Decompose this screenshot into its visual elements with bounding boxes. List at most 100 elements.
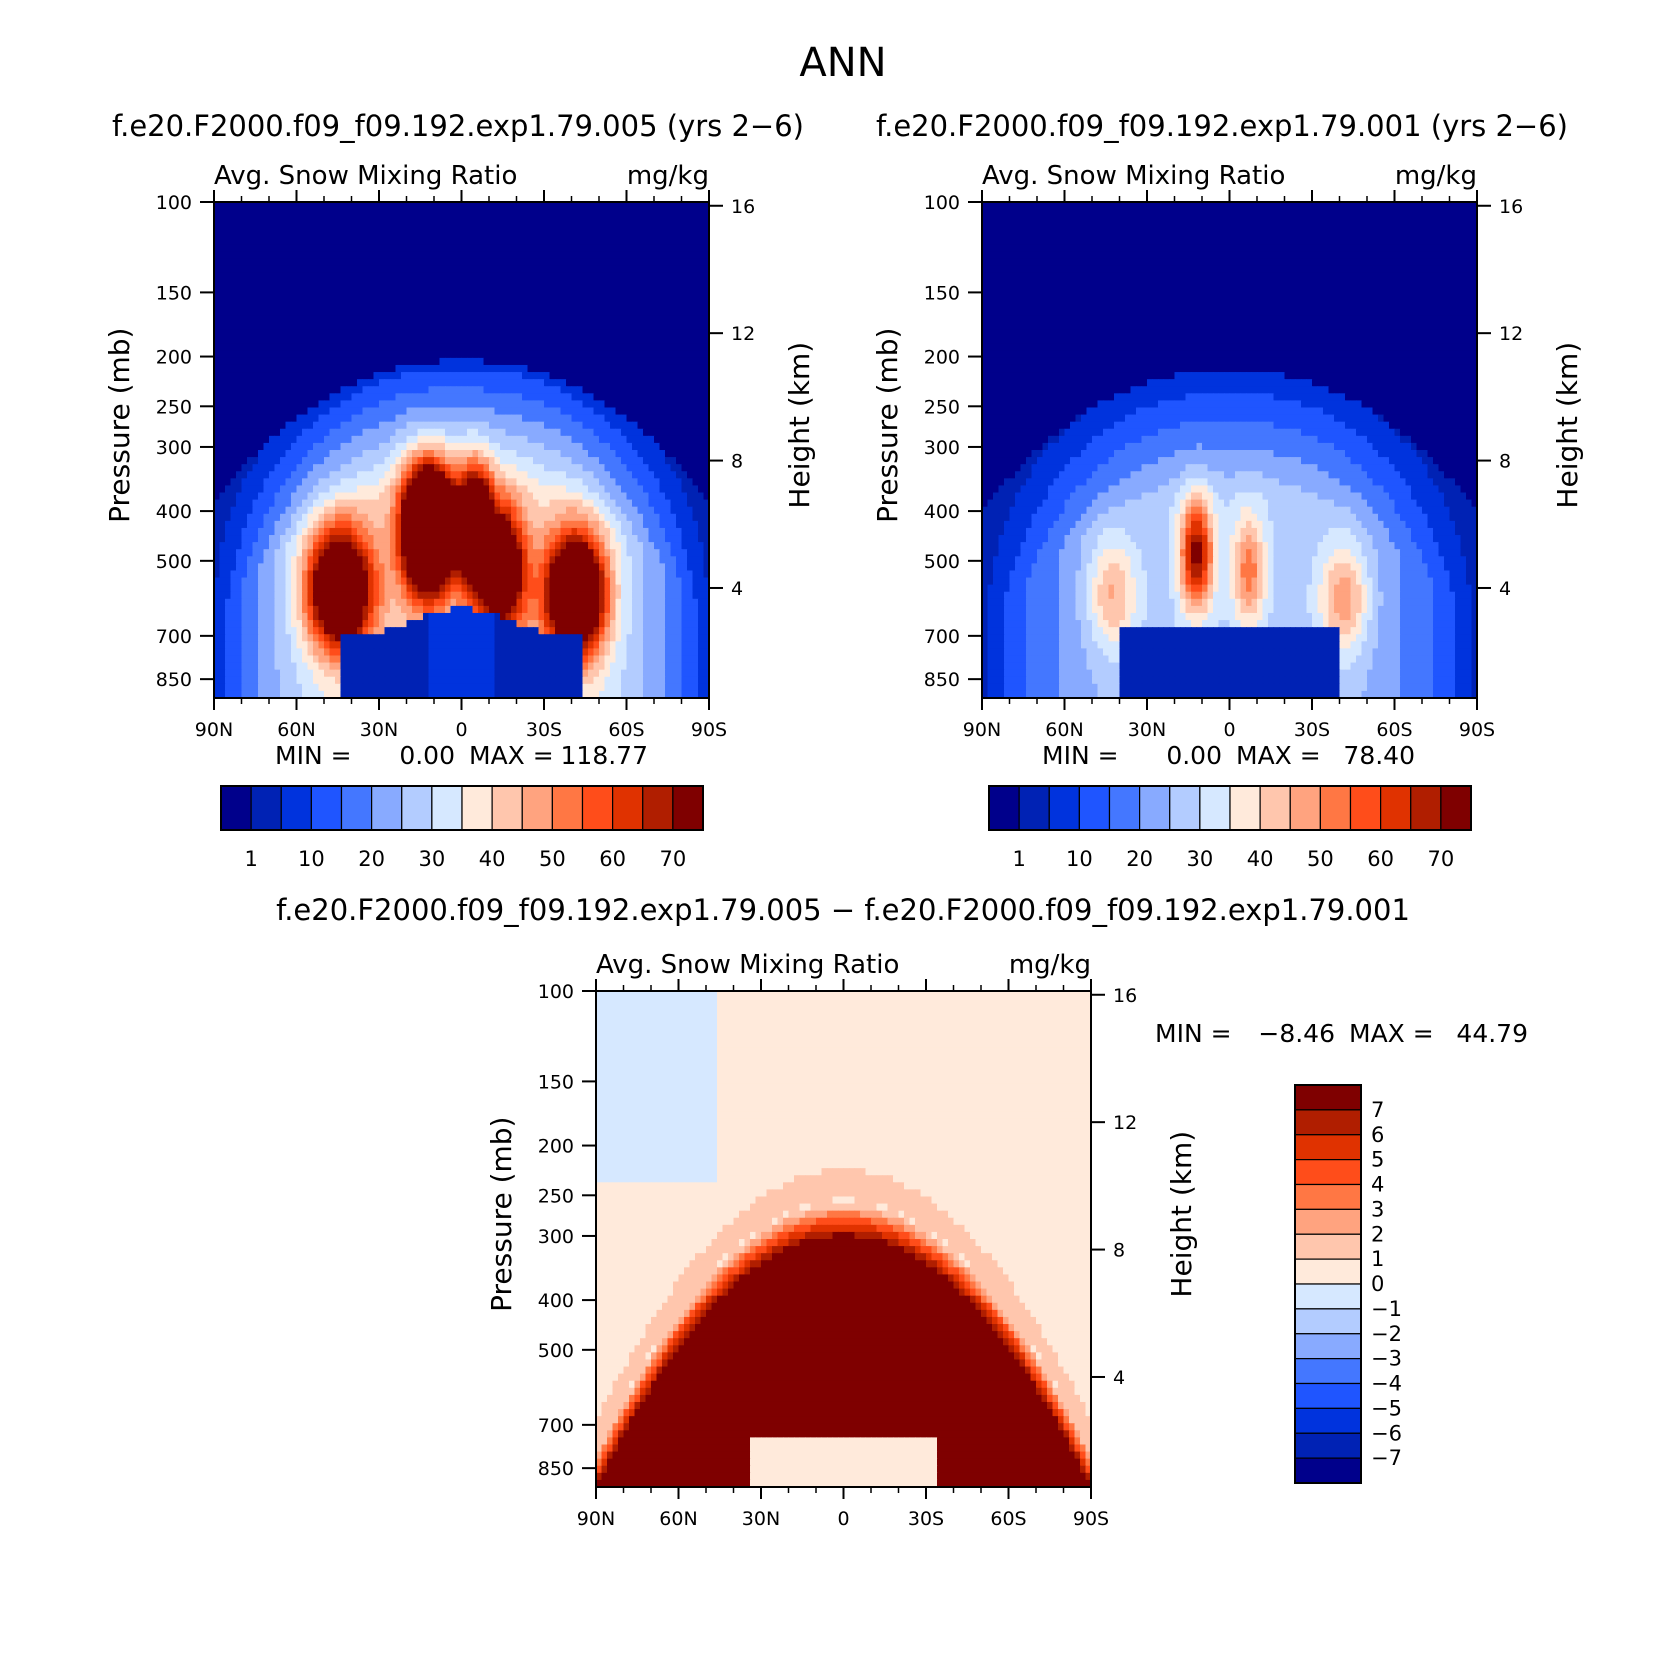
contour-cell [258, 251, 265, 260]
contour-cell [285, 414, 292, 423]
contour-cell [329, 549, 336, 557]
contour-cell [362, 520, 369, 529]
contour-cell [368, 478, 375, 487]
contour-cell [511, 301, 518, 309]
contour-cell [505, 279, 512, 288]
contour-cell [329, 400, 336, 409]
contour-cell [401, 421, 408, 430]
contour-cell [632, 251, 639, 260]
contour-cell [247, 457, 254, 465]
contour-cell [555, 414, 562, 423]
contour-cell [511, 294, 518, 302]
contour-cell [566, 294, 573, 302]
contour-cell [461, 265, 468, 274]
contour-cell [346, 478, 353, 487]
contour-cell [494, 216, 501, 224]
contour-cell [439, 386, 446, 394]
contour-cell [588, 563, 595, 572]
contour-cell [516, 464, 523, 472]
contour-cell [351, 209, 358, 217]
contour-cell [384, 471, 391, 479]
contour-cell [417, 407, 424, 416]
contour-cell [263, 414, 270, 423]
contour-cell [615, 520, 622, 529]
contour-cell [280, 471, 287, 479]
contour-cell [395, 279, 402, 288]
contour-cell [219, 464, 226, 472]
contour-cell [500, 435, 507, 444]
contour-cell [483, 414, 490, 423]
contour-cell [604, 499, 611, 508]
contour-cell [610, 485, 617, 494]
contour-cell [373, 202, 380, 210]
contour-cell [313, 584, 320, 593]
contour-cell [318, 237, 325, 246]
contour-cell [384, 393, 391, 401]
contour-cell [599, 506, 606, 515]
contour-cell [478, 442, 485, 451]
contour-cell [489, 350, 496, 359]
contour-cell [461, 223, 468, 231]
contour-cell [637, 372, 644, 380]
contour-cell [412, 485, 419, 494]
contour-cell [324, 542, 331, 550]
contour-cell [604, 570, 611, 579]
contour-cell [269, 471, 276, 479]
contour-cell [428, 308, 435, 316]
contour-cell [681, 301, 688, 309]
contour-cell [692, 364, 699, 373]
contour-cell [549, 357, 556, 366]
contour-cell [324, 464, 331, 472]
contour-cell [384, 216, 391, 224]
contour-cell [269, 386, 276, 394]
contour-cell [214, 364, 221, 373]
contour-cell [258, 442, 265, 451]
contour-cell [566, 265, 573, 274]
contour-cell [302, 464, 309, 472]
contour-cell [588, 209, 595, 217]
contour-cell [615, 542, 622, 550]
contour-cell [351, 584, 358, 593]
contour-cell [527, 428, 534, 437]
contour-cell [670, 570, 677, 579]
contour-cell [698, 258, 705, 267]
contour-cell [269, 414, 276, 423]
contour-cell [390, 464, 397, 472]
contour-cell [665, 527, 672, 536]
contour-cell [577, 485, 584, 494]
contour-cell [307, 542, 314, 550]
contour-cell [269, 492, 276, 501]
contour-cell [390, 563, 397, 572]
contour-cell [247, 513, 254, 522]
contour-cell [423, 315, 430, 324]
contour-cell [500, 421, 507, 430]
contour-cell [335, 372, 342, 380]
contour-cell [676, 563, 683, 572]
contour-cell [225, 372, 232, 380]
contour-cell [681, 549, 688, 557]
contour-cell [703, 287, 710, 295]
contour-cell [571, 322, 578, 331]
contour-cell [456, 450, 463, 458]
contour-cell [588, 244, 595, 253]
contour-cell [692, 279, 699, 288]
contour-cell [318, 322, 325, 331]
contour-cell [291, 379, 298, 387]
contour-cell [483, 492, 490, 501]
contour-cell [236, 329, 243, 338]
contour-cell [560, 563, 567, 572]
contour-cell [654, 563, 661, 572]
contour-cell [637, 287, 644, 295]
contour-cell [263, 556, 270, 564]
contour-cell [670, 336, 677, 345]
contour-cell [362, 244, 369, 253]
contour-cell [566, 535, 573, 543]
contour-cell [615, 457, 622, 465]
contour-cell [423, 556, 430, 564]
contour-cell [269, 244, 276, 253]
contour-cell [401, 506, 408, 515]
contour-cell [489, 329, 496, 338]
contour-cell [428, 364, 435, 373]
contour-cell [659, 251, 666, 260]
contour-cell [692, 393, 699, 401]
